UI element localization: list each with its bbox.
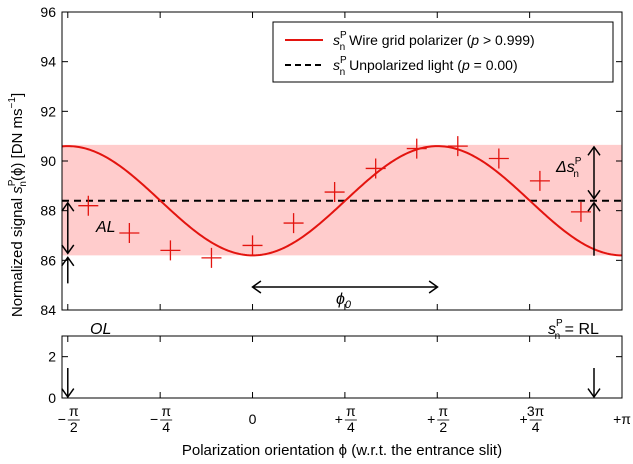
x-tick-frac-num: π bbox=[438, 403, 448, 419]
x-tick-label: + bbox=[335, 411, 343, 427]
x-tick-frac-den: 4 bbox=[532, 419, 540, 435]
phi0-label: ϕ0 bbox=[336, 291, 352, 311]
measurement-marker bbox=[406, 138, 427, 159]
measurement-marker bbox=[447, 136, 468, 157]
measurement-marker bbox=[119, 223, 140, 244]
arrow-head bbox=[587, 388, 601, 399]
legend-box bbox=[272, 21, 614, 83]
upper-y-tick-label: 84 bbox=[40, 302, 56, 318]
lower-y-tick-label: 2 bbox=[48, 349, 56, 365]
x-tick-frac-num: π bbox=[161, 403, 171, 419]
upper-y-tick-label: 94 bbox=[40, 54, 56, 70]
x-tick-frac-den: 2 bbox=[70, 419, 78, 435]
lower-y-tick-label: 0 bbox=[48, 390, 56, 406]
x-tick-frac-den: 4 bbox=[162, 419, 170, 435]
measurement-marker bbox=[529, 170, 550, 191]
legend-entry-fit: sP n Wire grid polarizer (p > 0.999) bbox=[333, 30, 535, 53]
measurement-marker bbox=[242, 235, 263, 256]
x-tick-sign: + bbox=[520, 411, 528, 427]
fit-curve bbox=[62, 145, 622, 257]
measurement-marker bbox=[283, 213, 304, 234]
upper-y-tick-label: 90 bbox=[40, 153, 56, 169]
arrow-head bbox=[587, 201, 601, 212]
x-tick-sign: − bbox=[58, 411, 66, 427]
upper-y-tick-label: 86 bbox=[40, 252, 56, 268]
fit-curve-path bbox=[62, 145, 622, 257]
x-tick-sign: − bbox=[150, 411, 158, 427]
measurement-marker bbox=[365, 158, 386, 179]
x-tick-label: 0 bbox=[249, 411, 257, 427]
arrow-head bbox=[251, 280, 262, 294]
y-axis-label: Normalized signal sPn(ϕ) [DN ms−1] bbox=[7, 93, 29, 317]
arrow-head bbox=[587, 145, 601, 156]
lower-axes-frame bbox=[61, 335, 623, 399]
x-tick-frac-num: 3π bbox=[527, 403, 545, 419]
x-tick-label: + bbox=[427, 411, 435, 427]
upper-y-tick-label: 88 bbox=[40, 203, 56, 219]
x-tick-frac-den: 2 bbox=[439, 419, 447, 435]
x-tick-frac-num: π bbox=[346, 403, 356, 419]
arrow-head bbox=[61, 201, 75, 212]
arrow-head bbox=[61, 256, 75, 267]
measurement-marker bbox=[201, 247, 222, 268]
legend: sP n Wire grid polarizer (p > 0.999) sP n … bbox=[272, 21, 614, 83]
measurement-marker bbox=[78, 195, 99, 216]
upper-y-tick-label: 96 bbox=[40, 4, 56, 20]
arrow-head bbox=[61, 388, 75, 399]
legend-entry-unpolarized: sP n Unpolarized light (p = 0.00) bbox=[333, 55, 518, 78]
measurement-marker bbox=[570, 201, 591, 222]
measurement-marker bbox=[488, 148, 509, 169]
measurement-marker bbox=[160, 240, 181, 261]
ol-label: OL bbox=[90, 321, 111, 338]
al-label: AL bbox=[95, 219, 116, 236]
measurement-marker bbox=[324, 182, 345, 203]
rl-label: sP n = RL bbox=[548, 318, 599, 342]
x-tick-label: − bbox=[150, 411, 158, 427]
upper-y-tick-label: 92 bbox=[40, 103, 56, 119]
arrow-head bbox=[61, 244, 75, 255]
x-tick-frac-num: π bbox=[69, 403, 79, 419]
x-tick-sign: + bbox=[335, 411, 343, 427]
arrow-head bbox=[428, 280, 439, 294]
delta-signal-label: ΔsP n bbox=[555, 156, 582, 180]
annotation-arrows bbox=[61, 145, 601, 399]
arrow-head bbox=[587, 189, 601, 201]
x-tick-label: − bbox=[58, 411, 66, 427]
x-tick-label: + bbox=[520, 411, 528, 427]
x-tick-label: +π bbox=[613, 411, 631, 427]
x-tick-sign: + bbox=[427, 411, 435, 427]
x-axis-label: Polarization orientation ϕ (w.r.t. the e… bbox=[182, 442, 502, 459]
x-tick-frac-den: 4 bbox=[347, 419, 355, 435]
measurement-markers bbox=[78, 136, 591, 268]
